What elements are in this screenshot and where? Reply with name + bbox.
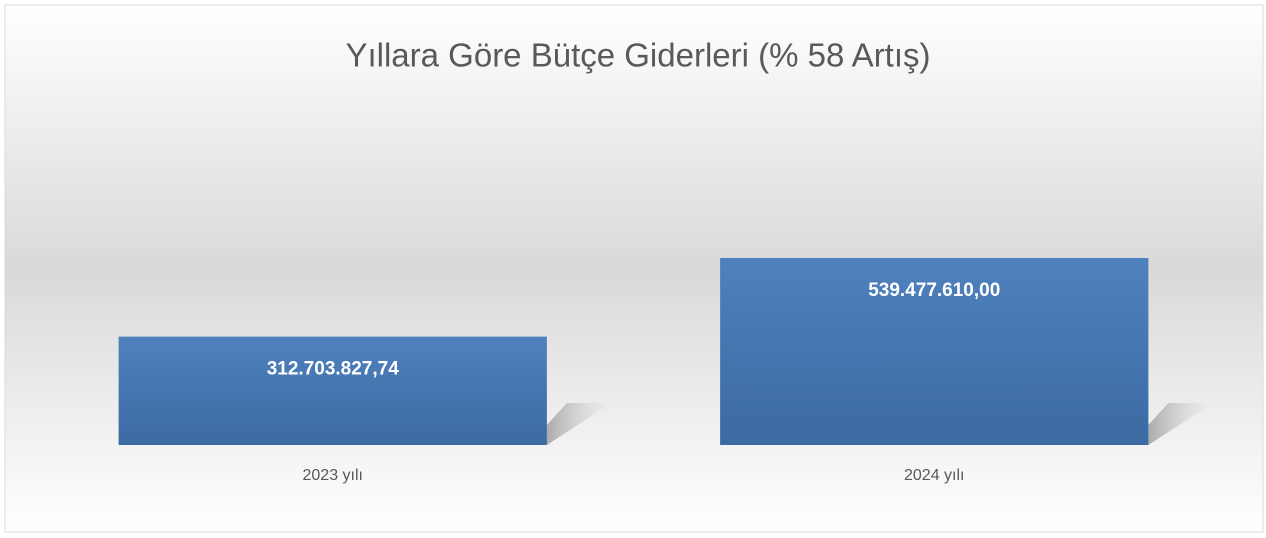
bar — [118, 336, 547, 445]
data-label: 312.703.827,74 — [267, 359, 400, 380]
x-tick-label: 2024 yılı — [904, 467, 964, 484]
x-tick-label: 2023 yılı — [303, 467, 363, 484]
bar-shadow — [546, 403, 612, 445]
chart-title: Yıllara Göre Bütçe Giderleri (% 58 Artış… — [345, 37, 930, 74]
bar — [720, 258, 1149, 445]
data-label: 539.477.610,00 — [868, 280, 1000, 301]
bar-shadow — [1148, 403, 1214, 445]
